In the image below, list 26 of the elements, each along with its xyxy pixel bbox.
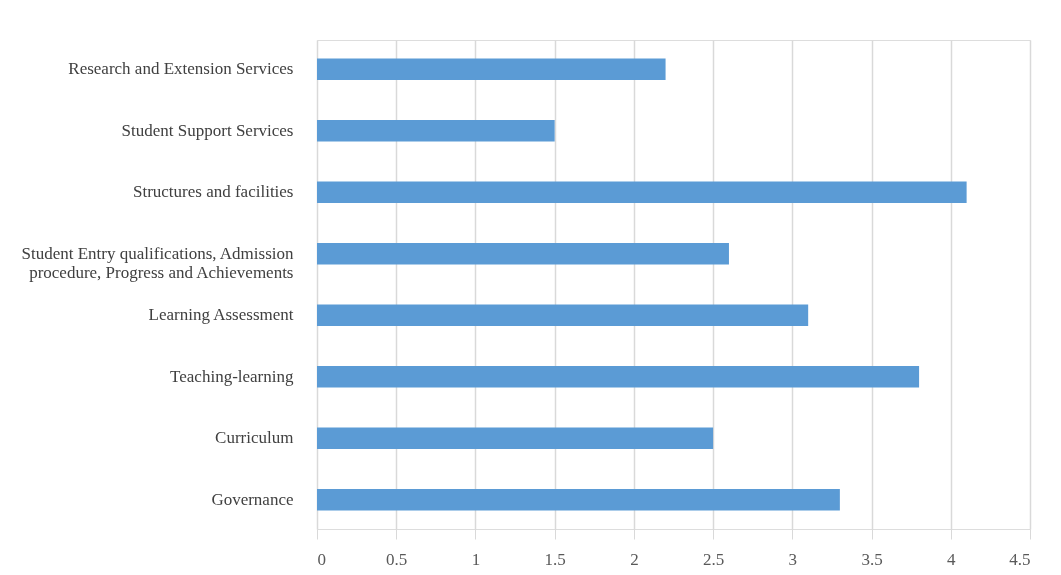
x-tick-label: 2.5 [702,549,725,569]
y-tick-label: Student Support Services [121,120,294,140]
y-tick-label: Teaching-learning [170,366,294,386]
y-tick-label: Student Entry qualifications, Admission procedure, Progress and Achievements [21,243,294,282]
bar [317,427,714,450]
bar [317,489,840,511]
bar [317,181,967,203]
x-tick-label: 3 [788,549,798,569]
y-tick-label: Research and Extension Services [68,59,294,79]
bar [317,366,920,388]
x-tick-label: 0.5 [386,549,408,569]
bar [317,58,666,80]
x-tick-label: 4 [947,549,957,569]
y-tick-label: Governance [211,489,294,509]
bar [317,119,555,142]
bar [317,304,809,327]
x-tick-label: 1 [471,549,481,569]
x-tick-label: 0 [317,549,326,569]
x-tick-label: 1.5 [544,549,566,569]
bar [317,242,729,265]
x-tick-label: 4.5 [1009,549,1031,569]
x-tick-label: 2 [630,549,639,569]
x-tick-label: 3.5 [861,549,883,569]
y-tick-label: Structures and facilities [132,182,294,202]
y-tick-label: Learning Assessment [148,305,294,325]
y-tick-label: Curriculum [215,428,294,448]
